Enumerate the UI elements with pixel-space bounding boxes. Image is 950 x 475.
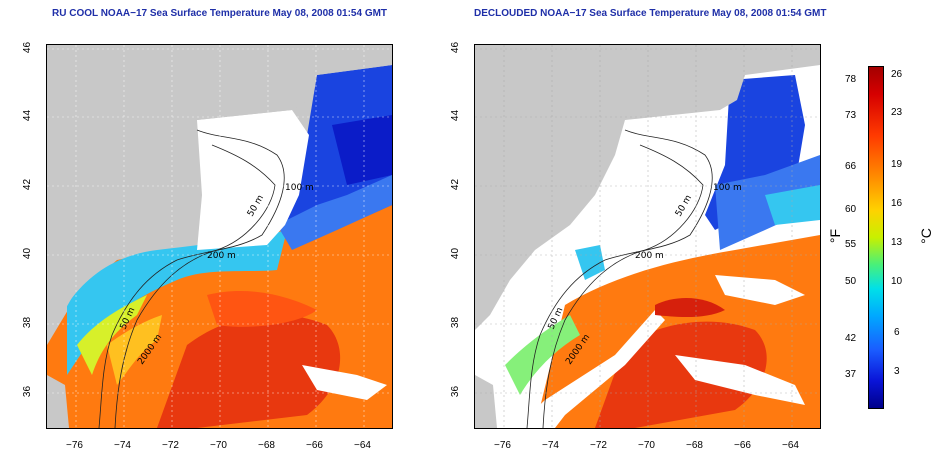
celsius-tick: 16 [891, 198, 903, 209]
right-x-tick: −66 [734, 440, 751, 451]
right-x-tick: −70 [638, 440, 655, 451]
fahrenheit-tick: 37 [845, 369, 857, 380]
celsius-tick: 6 [894, 327, 900, 338]
right-y-tick: 44 [450, 109, 462, 122]
contour-label: 100 m [285, 183, 314, 193]
celsius-tick: 13 [891, 237, 903, 248]
fahrenheit-tick: 60 [845, 204, 857, 215]
celsius-tick: 26 [891, 69, 903, 80]
right-x-tick: −64 [782, 440, 799, 451]
right-y-tick: 46 [450, 41, 462, 54]
fahrenheit-tick: 42 [845, 333, 857, 344]
right-sst-map: 50 m 100 m 200 m 50 m 2000 m [474, 44, 821, 429]
contour-label: 200 m [207, 251, 236, 261]
right-y-tick: 36 [450, 385, 462, 398]
left-x-tick: −76 [66, 440, 83, 451]
right-x-tick: −72 [590, 440, 607, 451]
celsius-tick: 10 [891, 276, 903, 287]
left-x-tick: −64 [354, 440, 371, 451]
right-y-tick: 40 [450, 247, 462, 260]
fahrenheit-tick: 78 [845, 74, 857, 85]
left-x-tick: −74 [114, 440, 131, 451]
fahrenheit-unit-label: °F [827, 228, 844, 244]
fahrenheit-tick: 50 [845, 276, 857, 287]
contour-label: 200 m [635, 251, 664, 261]
left-y-tick: 38 [22, 316, 34, 329]
celsius-tick: 19 [891, 159, 903, 170]
left-y-tick: 42 [22, 178, 34, 191]
right-x-tick: −76 [494, 440, 511, 451]
right-x-tick: −74 [542, 440, 559, 451]
celsius-unit-label: °C [917, 228, 934, 244]
left-y-tick: 36 [22, 385, 34, 398]
celsius-tick: 3 [894, 366, 900, 377]
left-x-tick: −72 [162, 440, 179, 451]
left-y-tick: 44 [22, 109, 34, 122]
temperature-colorbar [868, 66, 884, 409]
right-map-title: DECLOUDED NOAA−17 Sea Surface Temperatur… [474, 8, 827, 19]
contour-label: 100 m [713, 183, 742, 193]
left-sst-map-graphic: 50 m 100 m 200 m 50 m 2000 m [47, 45, 392, 428]
left-y-tick: 46 [22, 41, 34, 54]
right-y-tick: 38 [450, 316, 462, 329]
celsius-tick: 23 [891, 107, 903, 118]
fahrenheit-tick: 55 [845, 239, 857, 250]
left-x-tick: −66 [306, 440, 323, 451]
right-sst-map-graphic: 50 m 100 m 200 m 50 m 2000 m [475, 45, 820, 428]
left-sst-map: 50 m 100 m 200 m 50 m 2000 m [46, 44, 393, 429]
fahrenheit-tick: 66 [845, 161, 857, 172]
left-x-tick: −68 [258, 440, 275, 451]
right-y-tick: 42 [450, 178, 462, 191]
fahrenheit-tick: 73 [845, 110, 857, 121]
left-y-tick: 40 [22, 247, 34, 260]
left-x-tick: −70 [210, 440, 227, 451]
left-map-title: RU COOL NOAA−17 Sea Surface Temperature … [52, 8, 388, 19]
right-x-tick: −68 [686, 440, 703, 451]
